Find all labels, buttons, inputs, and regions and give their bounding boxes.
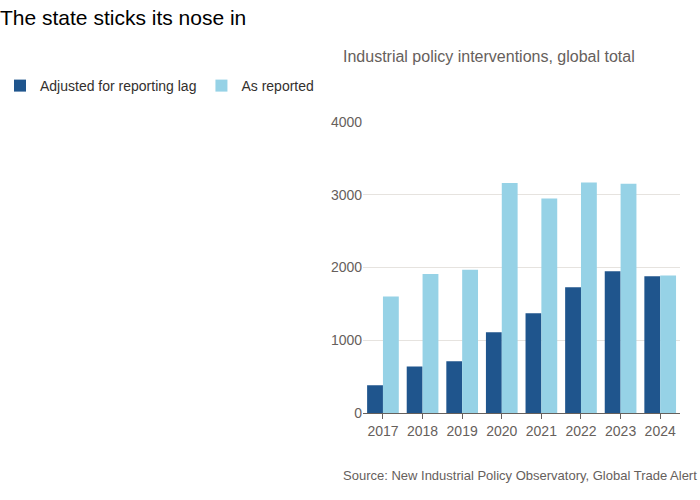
svg-text:2023: 2023 — [605, 423, 636, 439]
svg-text:2017: 2017 — [367, 423, 398, 439]
svg-text:Industrial policy intervention: Industrial policy interventions, global … — [343, 48, 635, 65]
svg-text:2019: 2019 — [447, 423, 478, 439]
svg-text:4000: 4000 — [331, 114, 362, 130]
svg-text:2020: 2020 — [486, 423, 517, 439]
svg-text:2022: 2022 — [565, 423, 596, 439]
svg-text:0: 0 — [354, 405, 362, 421]
svg-text:Adjusted for reporting lag: Adjusted for reporting lag — [40, 78, 196, 94]
svg-text:2018: 2018 — [407, 423, 438, 439]
svg-text:The state sticks its nose in: The state sticks its nose in — [0, 6, 246, 29]
svg-text:Source: New Industrial Policy: Source: New Industrial Policy Observator… — [343, 468, 697, 483]
svg-text:1000: 1000 — [331, 332, 362, 348]
svg-text:As reported: As reported — [241, 78, 313, 94]
svg-text:2024: 2024 — [645, 423, 676, 439]
svg-text:3000: 3000 — [331, 187, 362, 203]
svg-text:2000: 2000 — [331, 259, 362, 275]
svg-text:2021: 2021 — [526, 423, 557, 439]
